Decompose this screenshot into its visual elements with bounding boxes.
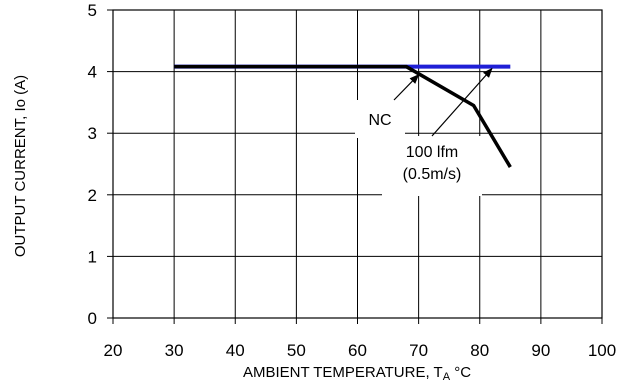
x-tick-labels: 20 30 40 50 60 70 80 90 100 [104, 318, 616, 360]
y-tick-label: 1 [88, 247, 97, 266]
x-axis-title-unit: °C [450, 364, 471, 381]
series-layer [174, 64, 512, 168]
x-tick-label: 80 [470, 341, 489, 360]
y-tick-label: 2 [88, 186, 97, 205]
x-tick-label: 20 [104, 341, 123, 360]
annotation-lfm-label: (0.5m/s) [403, 166, 462, 183]
x-tick-label: 100 [588, 341, 616, 360]
x-axis-title-subscript: A [443, 371, 451, 383]
x-axis-title-text: AMBIENT TEMPERATURE, T [243, 364, 443, 381]
y-tick-label: 3 [88, 124, 97, 143]
x-tick-label: 60 [348, 341, 367, 360]
annotation-nc-label: NC [368, 112, 391, 129]
y-tick-label: 4 [88, 63, 97, 82]
x-tick-label: 70 [409, 341, 428, 360]
annotation-lfm-label: 100 lfm [406, 144, 458, 161]
grid-lines [112, 9, 603, 319]
series-nc-line [174, 64, 512, 168]
annotation-layer: NC 100 lfm (0.5m/s) [355, 67, 493, 196]
y-axis-title: OUTPUT CURRENT, Io (A) [12, 75, 29, 257]
x-tick-label: 30 [165, 341, 184, 360]
y-tick-label: 0 [88, 309, 97, 328]
annotation-lfm-arrow [431, 67, 493, 137]
x-tick-label: 90 [531, 341, 550, 360]
x-axis-title: AMBIENT TEMPERATURE, TA °C [243, 364, 471, 383]
y-tick-labels: 0 1 2 3 4 5 [88, 1, 113, 328]
annotation-nc-box [355, 100, 405, 138]
annotation-nc-arrow [393, 73, 420, 101]
annotation-lfm-box [382, 136, 482, 196]
x-tick-label: 50 [287, 341, 306, 360]
y-tick-label: 5 [88, 1, 97, 20]
x-tick-label: 40 [226, 341, 245, 360]
